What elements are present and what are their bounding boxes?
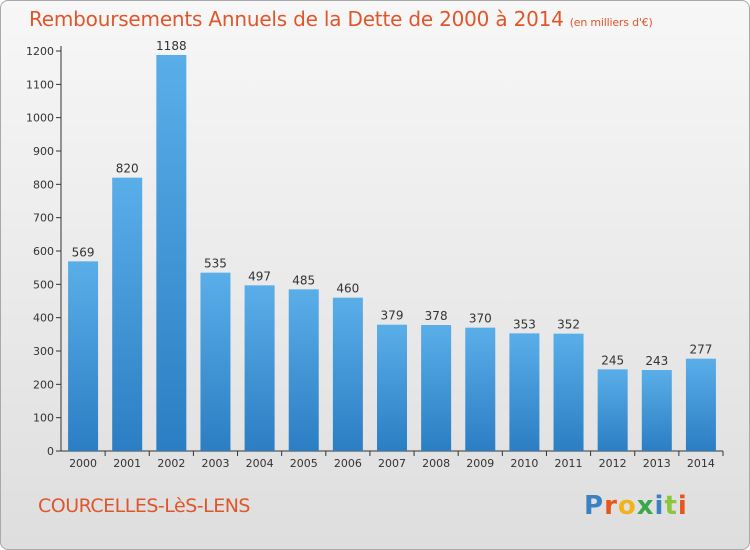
data-label-2004: 497 [248, 269, 271, 283]
y-axis: 0 100 200 300 400 500 600 700 800 900 1000 1100 1200 [26, 45, 62, 458]
x-tick-label-2010: 2010 [510, 457, 538, 470]
logo-letter: i [654, 491, 665, 521]
bar-2011 [553, 333, 584, 451]
data-label-2012: 245 [601, 353, 624, 367]
chart-unit: (en milliers d'€) [569, 16, 653, 29]
bar-2006 [332, 297, 363, 451]
chart-title-text: Remboursements Annuels de la Dette de 20… [29, 7, 564, 31]
x-tick-label-2008: 2008 [422, 457, 450, 470]
x-tick-label-2011: 2011 [555, 457, 583, 470]
logo-letter: o [617, 491, 637, 521]
bar-2008 [421, 325, 452, 451]
x-tick-label-2002: 2002 [157, 457, 185, 470]
x-tick-label-2013: 2013 [643, 457, 671, 470]
x-tick-label-2006: 2006 [334, 457, 362, 470]
x-tick-label-2004: 2004 [246, 457, 274, 470]
y-tick-label: 0 [47, 445, 54, 458]
logo-letter: i [677, 491, 688, 521]
x-tick-label-2001: 2001 [113, 457, 141, 470]
logo-letter: t [664, 491, 678, 521]
y-tick-label: 100 [33, 412, 54, 425]
proxiti-logo[interactable]: Proxiti [584, 491, 688, 521]
data-label-2011: 352 [557, 318, 580, 332]
bar-2000 [68, 261, 99, 451]
y-tick-label: 1100 [26, 78, 54, 91]
x-tick-label-2005: 2005 [290, 457, 318, 470]
bar-2013 [641, 370, 672, 451]
bar-2010 [509, 333, 540, 451]
bar-2009 [465, 327, 496, 451]
bar-2007 [377, 324, 407, 451]
commune-name: COURCELLES-LèS-LENS [38, 495, 250, 517]
data-label-2005: 485 [292, 273, 315, 287]
data-labels: 569 820 1188 535 497 485 460 379 378 370 353 352 245… [72, 39, 713, 368]
data-label-2002: 1188 [156, 39, 187, 53]
x-tick-label-2012: 2012 [599, 457, 627, 470]
x-tick-label-2007: 2007 [378, 457, 406, 470]
bar-2004 [244, 285, 275, 451]
x-tick-label-2014: 2014 [687, 457, 715, 470]
data-label-2000: 569 [72, 245, 95, 259]
data-label-2006: 460 [336, 282, 359, 296]
y-tick-label: 400 [33, 312, 54, 325]
y-tick-label: 1000 [26, 112, 54, 125]
data-label-2001: 820 [116, 162, 139, 176]
data-label-2007: 379 [381, 309, 404, 323]
data-label-2009: 370 [469, 312, 492, 326]
y-tick-label: 800 [33, 178, 54, 191]
bar-2005 [288, 289, 319, 451]
data-label-2014: 277 [689, 343, 712, 357]
y-tick-label: 700 [33, 212, 54, 225]
bar-2014 [685, 358, 716, 451]
x-axis: 2000 2001 2002 2003 2004 2005 2006 2007 2008 2009… [61, 450, 724, 470]
y-tick-label: 200 [33, 378, 54, 391]
data-label-2013: 243 [645, 354, 668, 368]
y-tick-label: 1200 [26, 45, 54, 58]
bar-2002 [156, 55, 187, 451]
y-tick-label: 300 [33, 345, 54, 358]
bars [68, 55, 716, 451]
logo-letter: P [584, 491, 605, 521]
logo-letter: x [636, 491, 655, 521]
bar-2001 [112, 177, 143, 451]
logo-letter: r [604, 491, 618, 521]
chart-title: Remboursements Annuels de la Dette de 20… [29, 7, 653, 31]
data-label-2010: 353 [513, 317, 536, 331]
bar-2012 [597, 369, 628, 451]
bar-2003 [200, 272, 231, 451]
y-tick-label: 900 [33, 145, 54, 158]
y-tick-label: 500 [33, 278, 54, 291]
y-tick-label: 600 [33, 245, 54, 258]
x-tick-label-2000: 2000 [69, 457, 97, 470]
data-label-2008: 378 [425, 309, 448, 323]
data-label-2003: 535 [204, 257, 227, 271]
x-tick-label-2003: 2003 [201, 457, 229, 470]
x-tick-label-2009: 2009 [466, 457, 494, 470]
